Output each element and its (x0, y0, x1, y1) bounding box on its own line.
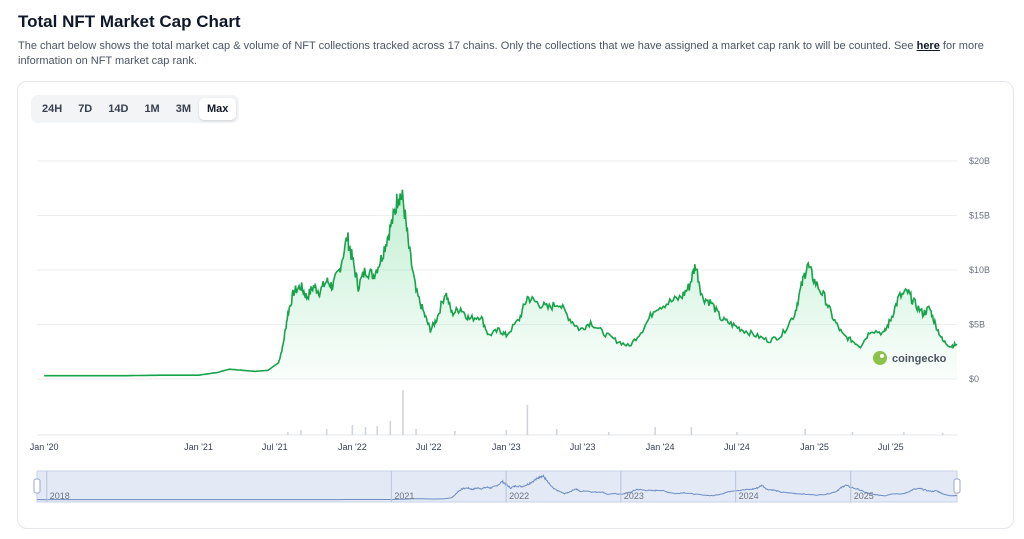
volume-bar (351, 425, 354, 435)
volume-bar (300, 430, 302, 435)
navigator-left-handle[interactable] (33, 478, 41, 494)
volume-bar (556, 429, 558, 435)
range-navigator[interactable]: 2018 2021 2022 2023 2024 2025 (33, 470, 961, 503)
navigator-year-label: 2018 (50, 491, 70, 501)
volume-bars (287, 390, 944, 435)
volume-bar (736, 432, 738, 435)
volume-bar (851, 432, 854, 435)
x-tick-label: Jul '21 (262, 442, 288, 452)
market-cap-area (44, 189, 957, 379)
gecko-eye-icon (880, 354, 884, 358)
volume-bar (607, 432, 610, 435)
description-text: The chart below shows the total market c… (18, 40, 914, 52)
tab-7d[interactable]: 7D (78, 103, 93, 115)
volume-bar (804, 429, 807, 435)
x-tick-label: Jul '22 (416, 442, 442, 452)
market-cap-line (44, 189, 958, 377)
description-tail: for more information on NFT market cap r… (18, 40, 984, 67)
time-range-tabs: 24H 7D 14D 1M 3M Max (31, 95, 240, 123)
volume-bar (325, 429, 328, 435)
x-tick-label: Jul '24 (724, 442, 750, 452)
chart-description: The chart below shows the total market c… (18, 39, 1008, 69)
gecko-logo-icon (873, 351, 887, 365)
volume-bar (415, 429, 417, 435)
x-tick-label: Jan '21 (184, 442, 213, 452)
x-tick-label: Jan '24 (646, 442, 675, 452)
tab-14d[interactable]: 14D (108, 103, 129, 115)
volume-bar (654, 427, 656, 435)
volume-bar (402, 390, 404, 435)
x-tick-label: Jan '23 (492, 442, 521, 452)
tab-max[interactable]: Max (199, 98, 237, 120)
volume-bar (389, 421, 392, 435)
brand-name: coingecko (892, 353, 947, 365)
x-axis-labels: Jan '20 Jan '21 Jul '21 Jan '22 Jul '22 Jan '… (30, 442, 904, 452)
y-axis-labels: $0 $5B $10B $15B $20B (969, 156, 990, 384)
tab-24h[interactable]: 24H (42, 103, 63, 115)
navigator-year-label: 2025 (854, 491, 874, 501)
x-tick-label: Jul '25 (878, 442, 904, 452)
volume-bar (526, 405, 529, 435)
x-tick-label: Jan '20 (30, 442, 59, 452)
navigator-year-label: 2023 (624, 491, 644, 501)
volume-bar (903, 432, 905, 435)
navigator-year-label: 2022 (509, 491, 529, 501)
brand-watermark: coingecko (873, 351, 947, 365)
navigator-labels: 2018 2021 2022 2023 2024 2025 (46, 471, 874, 502)
volume-bar (690, 427, 693, 435)
y-tick-label: $0 (969, 374, 979, 384)
navigator-year-label: 2024 (739, 491, 759, 501)
x-tick-label: Jan '25 (800, 442, 829, 452)
navigator-right-handle[interactable] (953, 478, 961, 494)
volume-bar (376, 426, 379, 435)
page-title: Total NFT Market Cap Chart (18, 12, 241, 31)
navigator-year-label: 2021 (394, 491, 414, 501)
y-tick-label: $15B (969, 211, 990, 221)
navigator-line (37, 474, 958, 501)
y-tick-label: $20B (969, 156, 990, 166)
chart-card (17, 81, 1014, 529)
tab-3m[interactable]: 3M (175, 103, 191, 115)
volume-bar (364, 427, 367, 435)
volume-bar (287, 432, 289, 435)
y-tick-label: $5B (969, 320, 985, 330)
x-tick-label: Jan '22 (338, 442, 367, 452)
x-tick-label: Jul '23 (570, 442, 596, 452)
volume-bar (941, 433, 944, 435)
volume-bar (454, 431, 456, 435)
volume-bar (505, 430, 508, 435)
y-tick-label: $10B (969, 265, 990, 275)
tab-1m[interactable]: 1M (144, 103, 160, 115)
here-link[interactable]: here (916, 40, 940, 52)
